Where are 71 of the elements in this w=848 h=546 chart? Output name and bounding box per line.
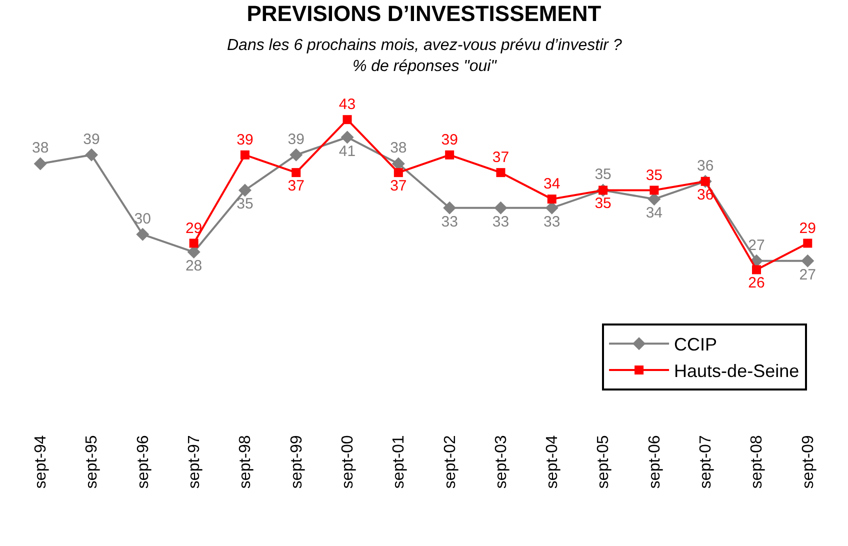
data-label: 38 <box>390 140 407 157</box>
x-tick-label: sept-95 <box>84 435 101 489</box>
data-label: 33 <box>544 213 560 230</box>
point <box>240 150 250 160</box>
data-label: 28 <box>185 258 202 275</box>
point <box>547 194 556 204</box>
data-label: 39 <box>236 132 254 149</box>
data-label: 37 <box>492 149 510 166</box>
data-label: 35 <box>646 166 663 184</box>
data-label: 34 <box>544 176 560 193</box>
data-label: 35 <box>594 195 612 212</box>
x-tick-label: sept-09 <box>800 435 817 489</box>
chart-subtitle: Dans les 6 prochains mois, avez-vous prévu d’investir ? % de réponses "oui" <box>227 37 622 75</box>
x-tick-label: sept-98 <box>237 435 254 489</box>
point <box>187 246 200 259</box>
x-tick-label: sept-01 <box>390 435 408 489</box>
data-label: 39 <box>441 132 458 149</box>
data-label: 33 <box>441 213 458 230</box>
x-tick-label: sept-02 <box>442 435 459 489</box>
point <box>445 150 454 160</box>
point <box>238 184 252 197</box>
data-label: 26 <box>748 274 765 292</box>
point <box>650 186 659 195</box>
legend-label: Hauts-de-Seine <box>674 361 800 382</box>
point <box>648 192 661 206</box>
data-label: 43 <box>338 96 356 114</box>
data-label: 29 <box>799 220 816 237</box>
point <box>292 168 301 178</box>
data-label: 38 <box>32 140 49 157</box>
data-label: 35 <box>236 196 254 213</box>
x-tick-label: sept-94 <box>32 435 50 489</box>
point <box>394 168 403 178</box>
x-tick-label: sept-07 <box>698 435 715 489</box>
point <box>85 148 98 162</box>
data-label: 37 <box>288 177 304 194</box>
chart-title: PREVISIONS D’INVESTISSEMENT <box>246 0 602 26</box>
x-tick-label: sept-06 <box>646 435 664 489</box>
point <box>752 265 761 274</box>
data-label: 34 <box>646 204 663 222</box>
x-tick-label: sept-05 <box>595 435 612 489</box>
data-label: 36 <box>697 157 714 174</box>
point <box>496 168 506 178</box>
point <box>189 238 198 248</box>
point <box>443 201 456 214</box>
x-tick-label: sept-97 <box>186 435 204 489</box>
data-label: 27 <box>748 236 765 254</box>
x-tick-label: sept-08 <box>748 435 766 489</box>
x-tick-label: sept-03 <box>492 435 510 489</box>
point <box>136 228 150 241</box>
data-label: 27 <box>799 266 816 284</box>
data-label: 35 <box>594 166 612 184</box>
data-label: 41 <box>338 142 356 160</box>
data-label: 37 <box>390 177 407 194</box>
data-label: 30 <box>134 210 151 228</box>
data-label: 39 <box>83 130 100 148</box>
point <box>494 201 508 214</box>
point <box>803 238 812 248</box>
data-label: 39 <box>288 130 304 148</box>
x-tick-label: sept-96 <box>134 435 152 489</box>
point <box>290 148 303 162</box>
data-label: 29 <box>185 220 202 237</box>
x-tick-label: sept-04 <box>544 435 562 489</box>
point <box>392 157 405 170</box>
point <box>34 157 47 170</box>
legend-label: CCIP <box>674 334 718 355</box>
data-label: 33 <box>492 213 510 230</box>
x-tick-label: sept-00 <box>339 435 356 489</box>
point <box>342 115 352 124</box>
point <box>340 130 354 144</box>
x-tick-label: sept-99 <box>288 435 306 489</box>
point <box>801 254 814 268</box>
